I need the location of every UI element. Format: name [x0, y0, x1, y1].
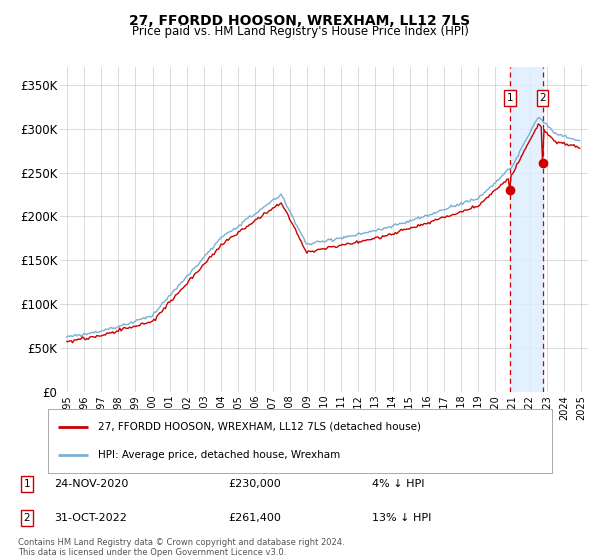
Text: 24-NOV-2020: 24-NOV-2020 — [54, 479, 128, 489]
Bar — [510, 67, 542, 392]
Text: 1: 1 — [23, 479, 31, 489]
Text: 4% ↓ HPI: 4% ↓ HPI — [372, 479, 425, 489]
Text: Price paid vs. HM Land Registry's House Price Index (HPI): Price paid vs. HM Land Registry's House … — [131, 25, 469, 38]
Text: 2: 2 — [539, 93, 546, 103]
Text: 2: 2 — [23, 513, 31, 523]
Text: 13% ↓ HPI: 13% ↓ HPI — [372, 513, 431, 523]
Text: HPI: Average price, detached house, Wrexham: HPI: Average price, detached house, Wrex… — [98, 450, 341, 460]
Text: 27, FFORDD HOOSON, WREXHAM, LL12 7LS: 27, FFORDD HOOSON, WREXHAM, LL12 7LS — [130, 14, 470, 28]
Text: 31-OCT-2022: 31-OCT-2022 — [54, 513, 127, 523]
Text: £261,400: £261,400 — [228, 513, 281, 523]
Text: 1: 1 — [506, 93, 513, 103]
Text: 27, FFORDD HOOSON, WREXHAM, LL12 7LS (detached house): 27, FFORDD HOOSON, WREXHAM, LL12 7LS (de… — [98, 422, 421, 432]
Text: Contains HM Land Registry data © Crown copyright and database right 2024.
This d: Contains HM Land Registry data © Crown c… — [18, 538, 344, 557]
Text: £230,000: £230,000 — [228, 479, 281, 489]
